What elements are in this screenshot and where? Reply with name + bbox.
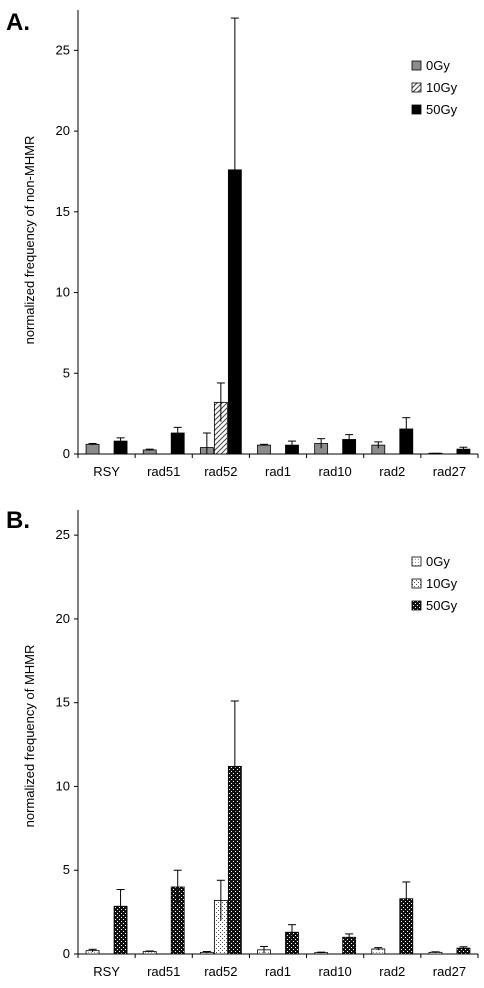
legend-swatch-50Gy <box>411 600 422 611</box>
y-tick-label: 15 <box>56 695 70 710</box>
legend-swatch-0Gy <box>411 60 422 71</box>
y-tick-label: 10 <box>56 778 70 793</box>
x-tick-label: rad27 <box>433 464 466 479</box>
x-tick-label: rad52 <box>204 964 237 979</box>
x-tick-label: rad10 <box>319 464 352 479</box>
y-axis-label: normalized frequency of non-MHMR <box>22 136 37 345</box>
y-tick-label: 25 <box>56 42 70 57</box>
legend-swatch-0Gy <box>411 556 422 567</box>
legend-label-10Gy: 10Gy <box>426 80 458 95</box>
y-tick-label: 20 <box>56 123 70 138</box>
bars <box>85 700 471 955</box>
x-tick-label: rad51 <box>147 464 180 479</box>
y-tick-label: 15 <box>56 204 70 219</box>
axes: 0 5 10 15 20 25 RSY rad51 rad52 rad1 rad10 rad2 rad2… <box>56 10 479 479</box>
x-tick-label: RSY <box>93 464 120 479</box>
y-axis-label: normalized frequency of MHMR <box>22 645 37 828</box>
y-tick-label: 5 <box>63 862 70 877</box>
bars <box>85 17 471 455</box>
x-tick-label: RSY <box>93 964 120 979</box>
panel-label-a: A. <box>6 9 30 36</box>
x-tick-label: rad51 <box>147 964 180 979</box>
legend-label-50Gy: 50Gy <box>426 102 458 117</box>
y-tick-label: 0 <box>63 446 70 461</box>
legend-label-10Gy: 10Gy <box>426 576 458 591</box>
legend-label-50Gy: 50Gy <box>426 598 458 613</box>
legend-swatch-10Gy <box>411 82 422 93</box>
y-tick-label: 10 <box>56 285 70 300</box>
x-tick-label: rad52 <box>204 464 237 479</box>
panel-label-b: B. <box>6 507 30 534</box>
x-tick-label: rad2 <box>379 464 405 479</box>
x-tick-label: rad27 <box>433 964 466 979</box>
legend-label-0Gy: 0Gy <box>426 58 450 73</box>
y-tick-label: 5 <box>63 365 70 380</box>
panel-a: A. normalized frequency of non-MHMR 0 5 10… <box>6 9 479 479</box>
x-tick-label: rad1 <box>265 464 291 479</box>
legend-swatch-50Gy <box>411 104 422 115</box>
legend-swatch-10Gy <box>411 578 422 589</box>
x-tick-label: rad2 <box>379 964 405 979</box>
y-tick-label: 0 <box>63 946 70 961</box>
x-tick-label: rad10 <box>319 964 352 979</box>
y-tick-label: 25 <box>56 527 70 542</box>
legend: 0Gy 10Gy 50Gy <box>411 554 458 613</box>
bar-0Gy-RSY <box>85 443 100 455</box>
x-tick-label: rad1 <box>265 964 291 979</box>
legend: 0Gy 10Gy 50Gy <box>411 58 458 117</box>
bar-0Gy-rad1 <box>257 444 271 455</box>
panel-b: B. normalized frequency of MHMR 0 5 10 15 20… <box>6 507 479 979</box>
axes: 0 5 10 15 20 25 RSY rad51 rad52 rad1 rad10 rad2 rad2… <box>56 510 479 979</box>
legend-label-0Gy: 0Gy <box>426 554 450 569</box>
y-tick-label: 20 <box>56 611 70 626</box>
